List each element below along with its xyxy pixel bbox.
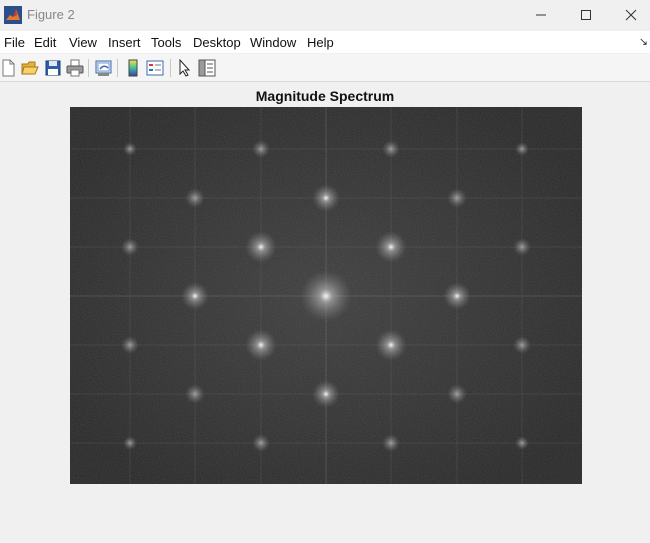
minimize-button[interactable] (518, 0, 564, 30)
edit-plot-icon (179, 59, 191, 77)
spectral-peak (513, 336, 531, 354)
toolbar-separator (170, 59, 171, 77)
spectral-peak (252, 140, 270, 158)
spectrum-axes[interactable] (70, 107, 582, 484)
close-icon (625, 9, 637, 21)
spectral-peak (181, 282, 209, 310)
menu-help[interactable]: Help (307, 35, 334, 50)
spectral-peak (312, 184, 340, 212)
maximize-button[interactable] (563, 0, 609, 30)
spectral-peak (121, 336, 139, 354)
spectral-peak (185, 188, 205, 208)
spectral-peak (252, 434, 270, 452)
open-property-inspector-button[interactable] (197, 58, 217, 78)
menu-view[interactable]: View (69, 35, 97, 50)
spectral-peak (375, 231, 407, 263)
open-property-inspector-icon (198, 59, 216, 77)
spectral-peak (185, 384, 205, 404)
spectral-peak (123, 142, 137, 156)
menu-window[interactable]: Window (250, 35, 297, 50)
print-figure-button[interactable] (65, 58, 85, 78)
toolbar-separator (117, 59, 118, 77)
insert-colorbar-button[interactable] (123, 58, 143, 78)
open-file-button[interactable] (20, 58, 40, 78)
figure-toolbar (0, 54, 650, 82)
menu-insert[interactable]: Insert (108, 35, 141, 50)
spectral-peak (382, 140, 400, 158)
spectral-peak (515, 436, 529, 450)
new-figure-button[interactable] (0, 58, 18, 78)
matlab-logo-icon (4, 6, 22, 24)
spectral-peak (375, 329, 407, 361)
save-figure-button[interactable] (43, 58, 63, 78)
window-title-bar: Figure 2 (0, 0, 650, 30)
insert-colorbar-icon (128, 59, 138, 77)
spectral-peak (447, 188, 467, 208)
link-plot-button[interactable] (94, 58, 114, 78)
spectral-peak (123, 436, 137, 450)
print-figure-icon (66, 59, 84, 77)
dock-arrow-icon[interactable]: ↘ (638, 36, 648, 48)
spectral-peak (245, 329, 277, 361)
edit-plot-button[interactable] (175, 58, 195, 78)
magnitude-spectrum-image (70, 107, 582, 484)
menu-bar: File Edit View Insert Tools Desktop Wind… (0, 31, 650, 53)
insert-legend-icon (146, 60, 164, 76)
menu-desktop[interactable]: Desktop (193, 35, 241, 50)
spectral-peak (300, 270, 352, 322)
spectral-peak (513, 238, 531, 256)
insert-legend-button[interactable] (145, 58, 165, 78)
spectral-peak (245, 231, 277, 263)
toolbar-separator (88, 59, 89, 77)
spectral-peak (121, 238, 139, 256)
spectral-peak (382, 434, 400, 452)
plot-title: Magnitude Spectrum (255, 88, 395, 104)
spectral-peak (515, 142, 529, 156)
maximize-icon (581, 10, 591, 20)
menu-tools[interactable]: Tools (151, 35, 182, 50)
spectral-peak (312, 380, 340, 408)
spectral-peak (447, 384, 467, 404)
new-figure-icon (2, 59, 15, 77)
window-title: Figure 2 (27, 7, 75, 22)
link-plot-icon (95, 60, 112, 76)
open-file-icon (21, 61, 39, 75)
menu-file[interactable]: File (4, 35, 25, 50)
save-figure-icon (45, 60, 61, 76)
spectral-peak (443, 282, 471, 310)
close-button[interactable] (608, 0, 650, 30)
minimize-icon (536, 14, 546, 16)
menu-edit[interactable]: Edit (34, 35, 57, 50)
